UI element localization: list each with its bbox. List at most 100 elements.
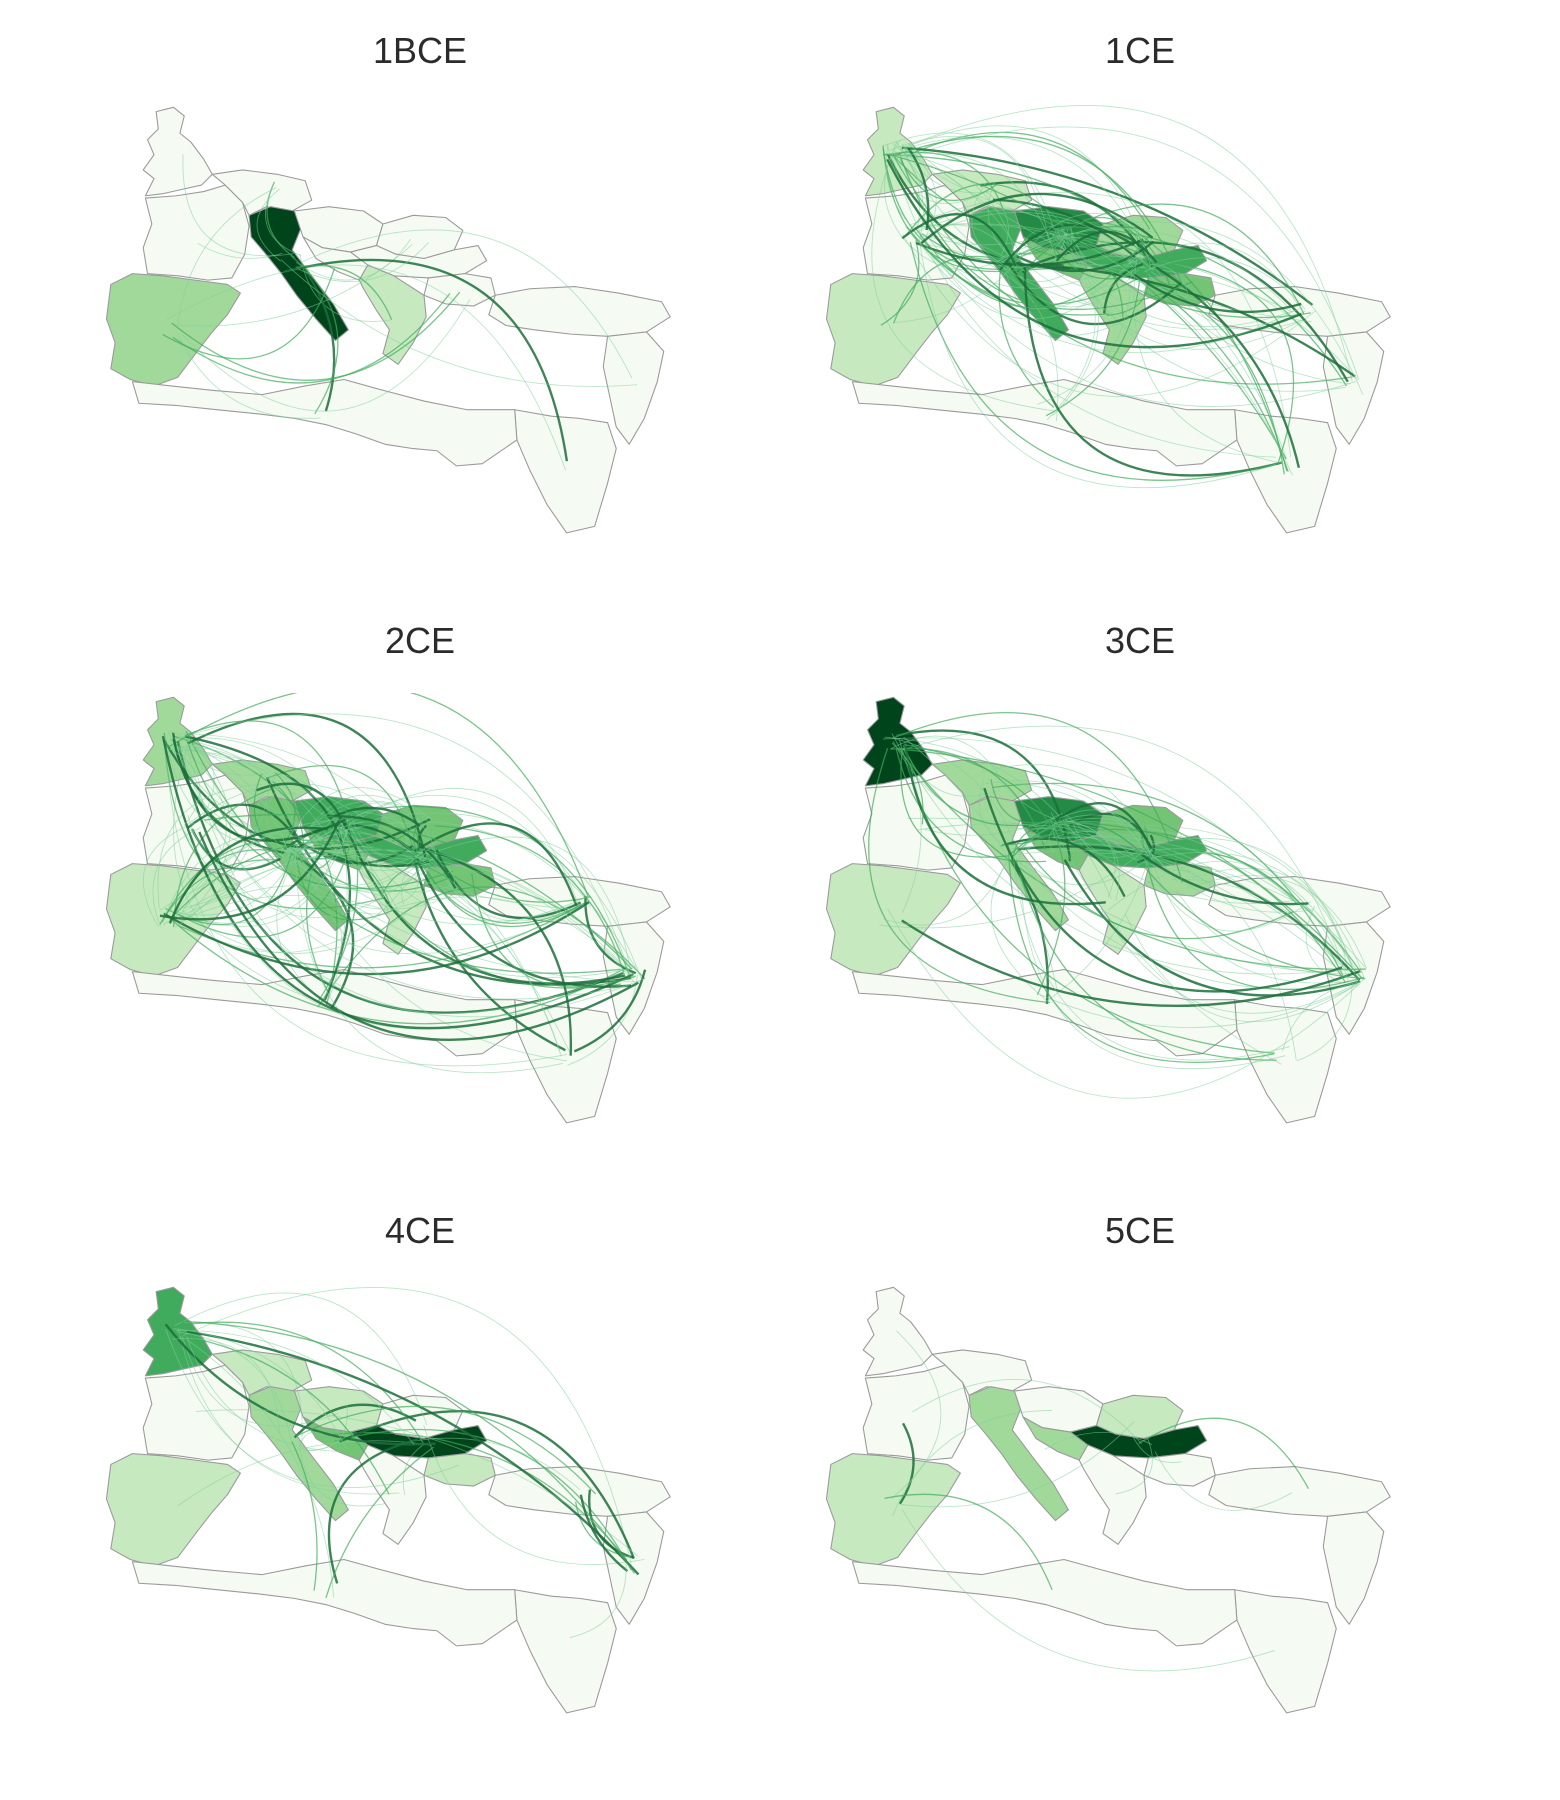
map-layer [825,105,1391,534]
flow-line [180,909,407,954]
flow-line [172,293,451,384]
flow-line [178,745,588,955]
province-map [105,1286,671,1714]
flow-line [326,815,457,889]
flow-line [1148,258,1295,463]
flow-line [413,1437,581,1491]
flow-line [174,1292,428,1426]
flow-line [185,720,348,815]
map-panel-4ce: 4CE [60,1188,780,1748]
flow-line [1017,845,1361,981]
flow-line [143,822,195,928]
flow-line [162,849,633,968]
flow-line [173,1328,347,1449]
panel-title: 2CE [384,620,456,661]
flow-line [1001,261,1071,282]
flow-line [915,238,1144,267]
flow-line [165,1328,459,1488]
flow-line [895,150,989,205]
flow-lines [884,1330,1310,1672]
flow-line [188,825,435,918]
province-egypt [514,409,617,534]
flow-line [898,152,1193,311]
flow-line [349,805,630,975]
flow-line [317,886,646,1008]
flow-line [1132,837,1353,967]
flow-line [1305,905,1341,983]
flow-line [301,858,331,870]
flow-line [1054,802,1152,848]
flow-lines [163,1286,645,1639]
flow-line [900,147,1121,313]
flow-line [327,1438,419,1584]
flow-line [177,187,277,325]
flow-line [1191,868,1349,975]
flow-line [898,739,1275,1054]
province-hispania [105,1453,241,1567]
flow-line [993,782,1344,976]
flow-line [1133,273,1302,314]
province-hispania [825,1453,961,1567]
flow-line [330,806,421,827]
flow-line [895,749,1047,863]
flow-line [325,1446,435,1599]
flow-line [168,730,215,823]
flow-line [887,908,1360,1099]
flow-line [884,1493,1053,1591]
flow-line [914,227,1150,309]
flow-line [1017,856,1150,886]
map-layer [825,696,1391,1124]
flow-line [176,747,628,1000]
flow-line [891,742,924,825]
flow-line [1050,821,1282,1065]
flow-line [1174,888,1351,973]
province-egypt [514,1589,617,1714]
flow-line [177,819,343,919]
flow-line [1050,232,1295,328]
flow-line [302,848,589,925]
flow-line [891,155,1277,458]
flow-line [1186,875,1367,969]
flow-line [196,1409,639,1557]
flow-line [183,821,351,924]
flow-line [894,253,1024,323]
flow-line [204,813,633,970]
flow-line [1010,821,1137,860]
flow-line [413,822,578,907]
flow-line [904,743,1066,996]
flow-line [185,730,621,974]
flow-line [900,147,924,244]
flow-line [1144,258,1183,286]
flow-line [1140,829,1365,991]
flow-line [294,822,425,854]
flow-line [569,1563,627,1639]
flow-line [1016,241,1349,383]
panel-title: 4CE [384,1210,456,1251]
flow-line [173,787,274,928]
flow-line [161,735,634,1030]
flow-line [284,848,437,892]
flow-line [1146,845,1349,984]
flow-line [1049,821,1347,984]
flow-line [1002,826,1065,846]
flow-line [1133,259,1284,464]
map-panel-5ce: 5CE [780,1188,1500,1748]
flow-line [914,242,1059,422]
province-africa [851,1558,1238,1647]
flow-line [893,135,1184,288]
province-map [825,105,1391,534]
flow-line [1134,242,1300,306]
province-levant [1322,331,1385,445]
flow-line [1020,232,1068,269]
flow-line [905,225,1300,354]
province-map [825,1286,1391,1714]
flow-line [871,140,1058,412]
flow-line [1022,213,1153,257]
flow-line [176,733,431,856]
flow-line [1155,852,1358,984]
flow-line [909,241,1282,481]
flow-line [302,842,433,864]
flow-line [299,1431,326,1447]
flow-line [256,188,282,262]
flow-line [1141,825,1365,977]
